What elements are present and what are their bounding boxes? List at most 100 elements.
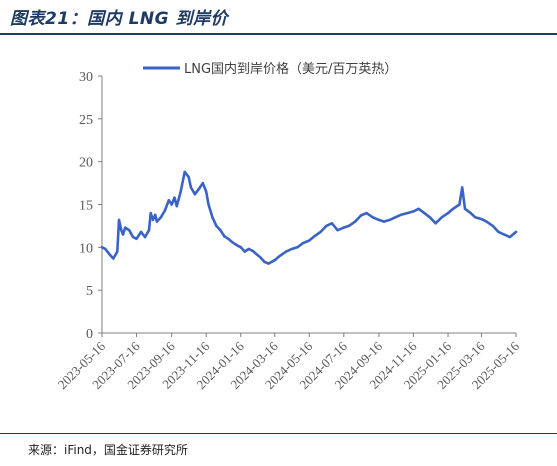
data-point [187,175,190,179]
data-point [365,211,368,215]
data-point [120,229,123,232]
data-point [497,230,500,234]
data-point [143,235,147,239]
data-point [155,220,159,223]
data-point [440,216,443,219]
data-point [116,250,119,253]
source-note: 来源：iFind，国金证券研究所 [28,443,188,457]
data-point [135,237,138,240]
data-point [154,213,157,216]
data-point [163,209,167,212]
data-point [412,210,415,213]
y-tick-label: 25 [79,113,93,128]
data-point [235,243,238,246]
data-point [197,187,200,191]
data-point [417,207,420,210]
data-point [296,246,299,249]
title-divider [0,33,557,35]
data-point [491,224,494,228]
data-point [359,214,362,217]
data-point [474,216,477,219]
data-point [128,229,131,232]
data-point [131,235,135,239]
data-point [104,247,107,251]
footer-divider [0,433,557,434]
data-point [336,229,339,232]
data-point [193,193,197,196]
data-point [189,186,193,189]
data-point [382,220,386,223]
data-point [325,224,328,228]
data-point [423,211,426,215]
data-point [273,259,276,262]
data-point [480,217,483,221]
data-point [147,229,151,232]
data-point [121,233,125,236]
data-point [406,211,409,215]
data-point [319,230,322,234]
data-point [211,216,214,219]
data-point [201,181,204,185]
data-point [159,216,163,219]
y-tick-label: 30 [79,70,93,85]
data-point [255,253,258,256]
data-point [451,207,455,210]
data-point [278,254,281,258]
data-point [485,220,488,223]
data-point [330,222,334,225]
data-point [388,218,391,222]
data-point [308,239,311,242]
x-axis: 2023-05-162023-07-162023-09-162023-11-16… [55,332,522,392]
data-point [434,222,437,225]
data-point [124,226,127,229]
data-point [173,196,176,199]
y-tick-label: 15 [79,199,93,214]
data-point [247,247,250,251]
series-line [100,170,518,265]
data-point [183,170,186,174]
data-point [267,262,270,265]
data-point [461,186,464,189]
data-point [219,229,222,232]
data-point [251,249,254,252]
data-point [284,250,288,253]
data-point [399,213,403,216]
y-tick-label: 20 [79,156,93,171]
data-point [108,253,111,256]
data-point [215,224,218,228]
data-point [301,241,305,245]
y-tick-label: 5 [86,284,93,299]
y-tick-label: 0 [86,327,93,342]
data-point [243,250,246,253]
page-title: 图表21：国内 LNG 到岸价 [10,9,229,29]
data-point [112,257,115,260]
data-point [502,233,506,236]
data-point [458,203,461,206]
data-point [223,235,226,238]
data-point [170,203,173,206]
data-point [377,218,381,222]
data-point [207,203,210,206]
data-point [469,211,472,215]
series-layer [100,170,518,265]
data-point [227,237,230,240]
data-point [428,216,432,219]
data-point [371,216,374,219]
data-point [231,241,234,244]
y-axis: 0 5 10 15 20 25 30 [79,70,103,342]
data-point [151,218,155,222]
data-point [514,230,518,234]
data-point [263,260,266,264]
data-point [347,224,351,228]
data-point [446,211,450,215]
data-point [167,199,170,202]
data-point [139,230,143,234]
data-point [175,205,178,208]
data-point [100,246,104,249]
y-tick-label: 10 [79,241,93,256]
chart-legend: LNG国内到岸价格（美元/百万英热） [143,61,397,77]
data-point [342,226,345,229]
data-point [394,216,397,219]
data-point [463,207,467,210]
lng-price-chart: 0 5 10 15 20 25 30 2023-05-162023-07-162023-09… [55,61,523,392]
